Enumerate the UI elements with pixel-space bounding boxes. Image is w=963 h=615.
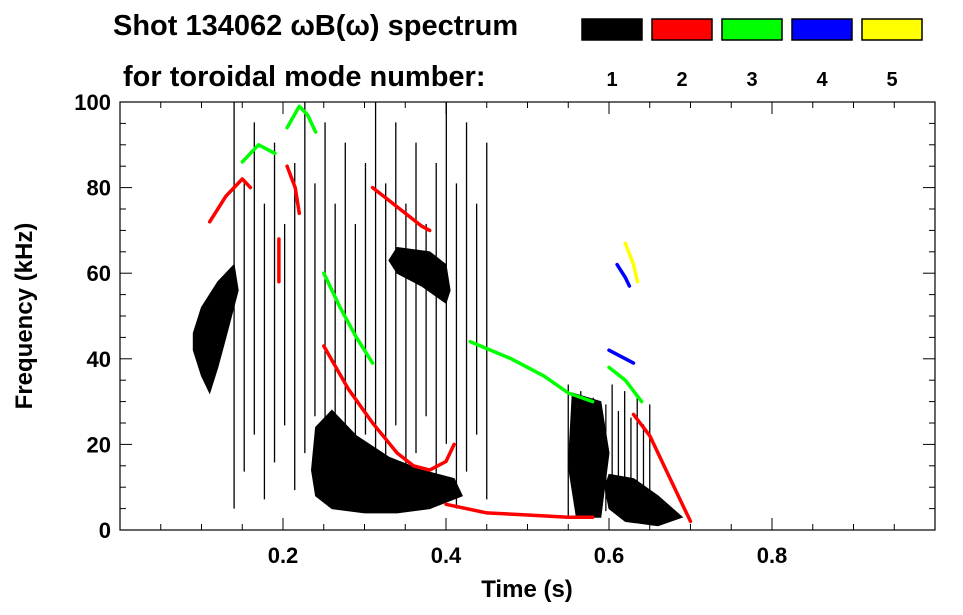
legend: Shot 134062 ωB(ω) spectrum for toroidal … (113, 10, 923, 93)
mode-2-trace-12 (285, 164, 302, 216)
legend-label-1: 1 (606, 69, 617, 91)
chart-title: Shot 134062 ωB(ω) spectrum (113, 10, 518, 42)
axes: Time (s) Frequency (kHz) 0.2 0.4 0.6 0.8 0 20… (11, 90, 936, 603)
x-tick-label: 0.4 (431, 543, 462, 568)
y-tick-label: 60 (87, 261, 111, 286)
mode-5-trace-21 (623, 241, 640, 284)
y-tick-label: 20 (87, 432, 111, 457)
legend-caption: for toroidal mode number: (123, 61, 486, 93)
y-tick-label: 40 (87, 347, 111, 372)
legend-swatch-3 (721, 18, 783, 41)
legend-swatch-5 (861, 18, 923, 41)
mode-3-trace-17 (607, 365, 644, 404)
mode-4-trace-20 (607, 348, 636, 365)
plot-area (192, 102, 693, 527)
x-axis-label: Time (s) (481, 576, 573, 603)
mode-1-region-2 (388, 246, 451, 305)
mode-1-region-0 (192, 263, 239, 395)
mode-2-trace-9 (444, 502, 595, 519)
mode-2-trace-10 (631, 412, 693, 524)
plot-frame (119, 101, 936, 531)
legend-label-2: 2 (676, 69, 687, 91)
legend-label-3: 3 (746, 69, 757, 91)
mode-3-trace-16 (468, 339, 595, 404)
x-tick-label: 0.8 (757, 543, 788, 568)
y-tick-label: 0 (99, 518, 111, 543)
mode-3-trace-18 (240, 143, 277, 164)
x-tick-label: 0.6 (594, 543, 625, 568)
mode-1-region-1 (310, 409, 463, 514)
y-tick-label: 80 (87, 176, 111, 201)
mode-2-trace-8 (370, 185, 432, 233)
legend-swatch-1 (581, 18, 643, 41)
legend-swatch-4 (791, 18, 853, 41)
legend-label-4: 4 (816, 69, 828, 91)
y-tick-label: 100 (74, 90, 111, 115)
mode-2-trace-11 (207, 177, 253, 224)
mode-3-trace-15 (322, 271, 375, 365)
legend-label-5: 5 (886, 69, 897, 91)
y-axis-label: Frequency (kHz) (11, 223, 38, 410)
legend-swatch-2 (651, 18, 713, 41)
mode-4-trace-19 (615, 262, 632, 288)
mode-2-trace-7 (322, 344, 456, 472)
mode-3-trace-14 (285, 104, 318, 134)
x-tick-label: 0.2 (268, 543, 299, 568)
